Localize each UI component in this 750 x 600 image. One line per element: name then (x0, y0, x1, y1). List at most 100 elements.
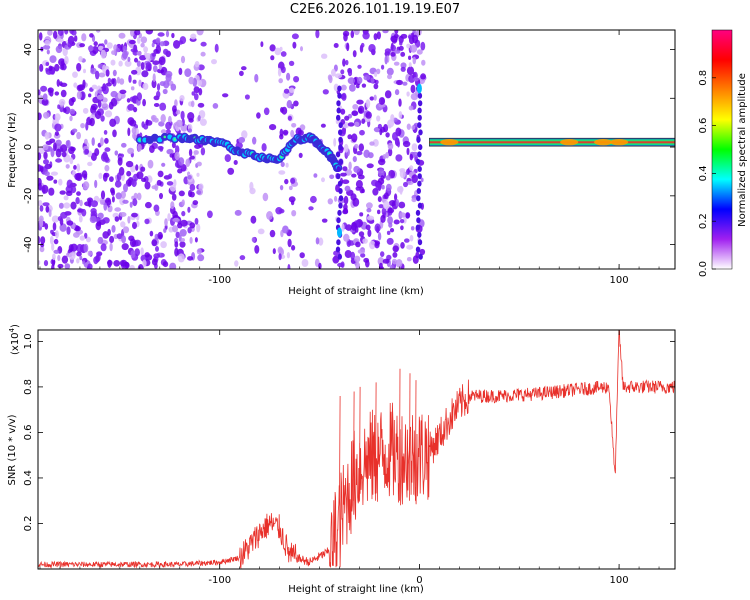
noise-speckle (340, 108, 346, 115)
noise-speckle (181, 210, 186, 217)
noise-speckle (288, 185, 293, 191)
colorbar-gradient (711, 29, 733, 270)
noise-speckle (164, 218, 168, 227)
noise-speckle (122, 199, 129, 204)
noise-speckle (194, 217, 199, 225)
spectrogram-frame (37, 29, 676, 270)
noise-speckle (332, 255, 340, 264)
streak-blob (415, 209, 421, 216)
noise-speckle (137, 264, 144, 269)
noise-speckle (394, 30, 399, 35)
noise-speckle (257, 228, 265, 235)
noise-speckle (366, 208, 372, 213)
streak-blob (418, 253, 423, 260)
noise-speckle (369, 96, 375, 101)
streak-blob (416, 136, 421, 143)
y-tick-label: 0 (23, 144, 34, 150)
noise-speckle (62, 107, 67, 113)
noise-speckle (120, 190, 127, 199)
noise-speckle (175, 109, 181, 115)
noise-speckle (386, 230, 391, 235)
noise-speckle (154, 183, 159, 191)
noise-speckle (356, 99, 364, 105)
noise-speckle (249, 187, 256, 195)
noise-speckle (171, 32, 175, 39)
noise-speckle (355, 180, 363, 189)
noise-speckle (363, 257, 370, 263)
noise-speckle (159, 146, 164, 152)
streak-peak (337, 227, 342, 238)
noise-speckle (49, 89, 54, 97)
noise-speckle (142, 259, 147, 268)
noise-speckle (366, 163, 374, 169)
noise-speckle (390, 114, 395, 122)
noise-speckle (94, 179, 98, 189)
noise-speckle (381, 184, 385, 190)
noise-speckle (399, 169, 406, 179)
noise-speckle (104, 39, 108, 45)
noise-speckle (187, 227, 192, 234)
noise-speckle (390, 44, 397, 52)
noise-speckle (284, 178, 289, 185)
noise-speckle (141, 70, 149, 78)
noise-speckle (160, 241, 167, 249)
noise-speckle (409, 165, 414, 171)
noise-speckle (190, 155, 195, 160)
noise-speckle (53, 142, 57, 152)
noise-speckle (107, 77, 112, 84)
noise-speckle (358, 107, 363, 114)
streak-blob (338, 129, 343, 136)
noise-speckle (347, 134, 353, 140)
noise-speckle (400, 66, 406, 72)
noise-speckle (170, 83, 177, 91)
y-tick-label: 1.0 (23, 333, 34, 349)
noise-speckle (134, 57, 138, 63)
noise-speckle (163, 80, 170, 89)
noise-speckle (370, 77, 375, 84)
noise-speckle (350, 251, 356, 260)
noise-speckle (131, 69, 138, 75)
noise-speckle (155, 44, 161, 54)
noise-speckle (91, 84, 98, 90)
ridge-core (157, 137, 163, 143)
noise-speckle (366, 202, 373, 209)
noise-speckle (288, 60, 295, 66)
noise-speckle (198, 88, 203, 96)
noise-speckle (408, 105, 414, 111)
noise-speckle (420, 41, 426, 51)
noise-speckle (410, 84, 416, 94)
noise-speckle (101, 103, 109, 111)
noise-speckle (387, 216, 393, 225)
noise-speckle (385, 183, 392, 192)
noise-speckle (395, 154, 403, 162)
noise-speckle (388, 200, 397, 207)
noise-speckle (286, 252, 290, 259)
streak-blob (417, 231, 422, 238)
noise-speckle (239, 70, 244, 77)
noise-speckle (359, 129, 365, 136)
noise-speckle (279, 128, 284, 137)
noise-speckle (196, 30, 204, 36)
noise-speckle (151, 42, 155, 48)
noise-speckle (410, 44, 418, 53)
noise-speckle (142, 82, 149, 90)
noise-speckle (78, 56, 83, 62)
noise-speckle (82, 107, 89, 114)
noise-speckle (384, 192, 389, 200)
noise-speckle (287, 238, 292, 248)
noise-speckle (293, 100, 299, 107)
noise-speckle (104, 147, 111, 152)
noise-speckle (398, 45, 404, 51)
noise-speckle (46, 49, 50, 55)
noise-speckle (58, 178, 63, 186)
y-tick-label: 0.8 (23, 379, 34, 395)
noise-speckle (122, 50, 128, 60)
noise-speckle (379, 128, 383, 136)
noise-speckle (173, 40, 181, 49)
noise-speckle (59, 190, 66, 195)
spectrogram-x-axis-title: Height of straight line (km) (288, 286, 424, 297)
noise-speckle (140, 166, 146, 172)
noise-speckle (387, 207, 395, 214)
noise-speckle (286, 100, 293, 109)
y-tick-label: 0.4 (23, 470, 34, 486)
